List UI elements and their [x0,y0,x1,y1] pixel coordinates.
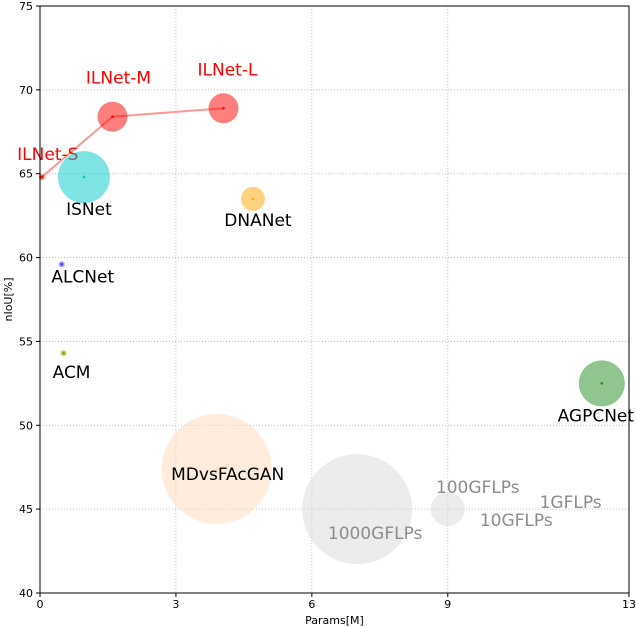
y-tick-label: 55 [19,335,33,348]
point-marker [40,175,44,179]
point-marker [62,351,65,355]
point-label: ALCNet [51,267,114,287]
y-tick-label: 40 [19,587,33,600]
point-label: ILNet-L [198,60,258,80]
x-axis-label: Params[M] [305,614,364,627]
y-axis-label: nIoU[%] [2,277,15,321]
x-tick-label: 0 [37,598,44,611]
data-point: AGPCNet [558,360,635,426]
x-tick-label: 9 [444,598,451,611]
data-point: ISNet [57,151,112,220]
point-label: ILNet-M [86,69,151,89]
legend-label: 10GFLPs [480,511,553,531]
legend-bubble [430,492,465,527]
point-label: MDvsFAcGAN [171,465,284,485]
point-marker [222,107,225,110]
point-marker [82,175,86,179]
x-tick-label: 6 [308,598,315,611]
legend-label: 1GFLPs [540,493,602,513]
data-point: ILNet-S [17,145,78,181]
data-point: ILNet-M [86,69,151,132]
y-tick-label: 60 [19,252,33,265]
plot-frame [39,5,630,594]
y-tick-label: 75 [19,0,33,13]
point-label: DNANet [224,211,292,231]
legend-label: 100GFLPs [436,478,520,498]
point-marker [60,262,64,266]
data-point: ALCNet [51,261,114,287]
point-label: AGPCNet [558,406,635,426]
y-tick-label: 70 [19,84,33,97]
legend-bubble [302,454,413,565]
x-tick-label: 3 [172,598,179,611]
data-point: DNANet [224,186,292,231]
point-marker [111,115,114,118]
point-label: ACM [53,363,91,383]
x-tick-label: 13 [622,598,636,611]
legend-label: 1000GFLPs [328,524,423,544]
y-tick-label: 50 [19,419,33,432]
point-marker [215,467,218,471]
point-label: ILNet-S [17,145,78,165]
point-label: ISNet [66,200,112,220]
data-point: ACM [53,350,91,383]
y-tick-label: 65 [19,168,33,181]
data-points: ILNet-S ILNet-M ILNet-L ISNet DNANet ALCNet AC… [17,60,634,524]
axis-ticks: 0 3 6 9 13 40 45 50 55 60 65 70 75 [19,0,636,611]
point-marker [251,197,255,201]
data-point: ILNet-L [198,60,258,124]
data-point: MDvsFAcGAN [161,413,284,524]
point-marker [600,382,604,385]
y-tick-label: 45 [19,503,33,516]
